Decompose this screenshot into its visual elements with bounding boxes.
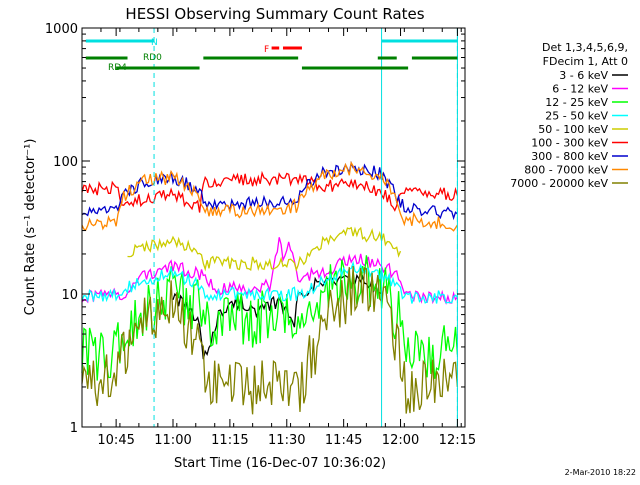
flag-label: F [264, 45, 269, 55]
flag-bars: N RD0 RD4 F [85, 38, 458, 73]
x-axis-label: Start Time (16-Dec-07 10:36:02) [174, 456, 386, 471]
y-axis-label: Count Rate (s⁻¹ detector⁻¹) [23, 139, 38, 316]
plot-timestamp: 2-Mar-2010 18:22 [565, 468, 636, 477]
plot-frame [81, 27, 466, 428]
legend-header-line-2: FDecim 1, Att 0 [543, 55, 628, 68]
series-line [127, 226, 402, 272]
legend-label: 7000 - 20000 keV [510, 177, 608, 190]
series-line [81, 170, 459, 213]
legend-label: 25 - 50 keV [545, 110, 608, 123]
x-tick-label: 12:15 [439, 433, 476, 448]
series-line [81, 265, 459, 415]
x-tick-label: 11:30 [268, 433, 305, 448]
y-tick-label: 1000 [45, 22, 78, 37]
flag-label: N [151, 38, 158, 48]
legend-header-line-1: Det 1,3,4,5,6,9, [542, 41, 628, 54]
axes-group: 10:45 11:00 11:15 11:30 11:45 12:00 12:15 1 10 10… [45, 22, 476, 448]
series-group [81, 160, 459, 415]
series-line [81, 260, 458, 304]
series-line [81, 255, 459, 381]
legend-label: 6 - 12 keV [552, 83, 608, 96]
legend-label: 100 - 300 keV [531, 137, 608, 150]
x-tick-label: 11:45 [325, 433, 362, 448]
series-line [81, 160, 458, 232]
legend-label: 300 - 800 keV [531, 150, 608, 163]
y-tick-label: 1 [70, 421, 78, 436]
series-line [81, 237, 458, 305]
x-tick-label: 10:45 [97, 433, 134, 448]
flag-label: RD0 [143, 53, 162, 63]
x-tick-label: 11:15 [211, 433, 248, 448]
legend-label: 800 - 7000 keV [524, 164, 608, 177]
chart-title: HESSI Observing Summary Count Rates [125, 5, 424, 23]
series-line [172, 273, 382, 360]
legend-label: 12 - 25 keV [545, 96, 608, 109]
y-tick-label: 10 [61, 288, 78, 303]
legend-label: 50 - 100 keV [538, 123, 608, 136]
y-tick-label: 100 [53, 155, 78, 170]
series-line [81, 160, 458, 221]
legend-label: 3 - 6 keV [559, 69, 608, 82]
x-tick-label: 12:00 [382, 433, 419, 448]
flag-label: RD4 [108, 63, 127, 73]
marker-lines [81, 28, 458, 427]
x-tick-label: 11:00 [154, 433, 191, 448]
